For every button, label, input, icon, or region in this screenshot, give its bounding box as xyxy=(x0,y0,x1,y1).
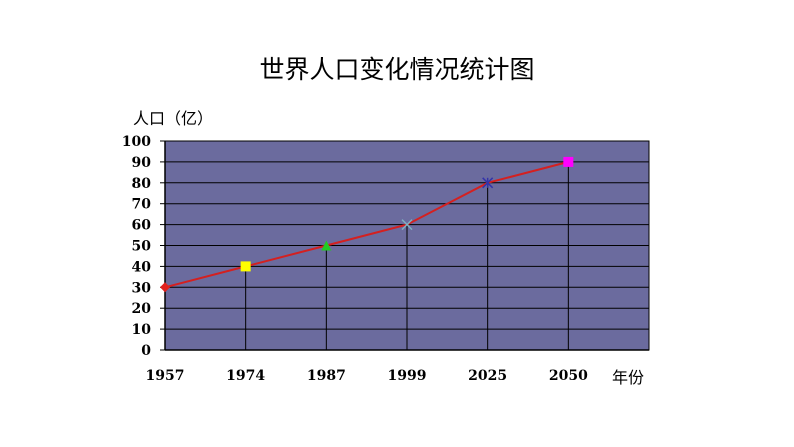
data-point-marker xyxy=(563,156,574,167)
x-tick-label: 2025 xyxy=(468,368,507,384)
data-point-marker xyxy=(401,219,413,231)
y-tick-label: 20 xyxy=(132,301,152,317)
y-axis-label: 人口（亿） xyxy=(133,109,214,128)
chart-title: 世界人口变化情况统计图 xyxy=(259,55,535,84)
x-tick-label: 1957 xyxy=(146,368,185,384)
y-tick-label: 10 xyxy=(132,322,152,338)
y-tick-label: 80 xyxy=(132,176,152,192)
y-tick-label: 100 xyxy=(122,134,151,150)
y-tick-label: 90 xyxy=(132,155,152,171)
y-tick-label: 70 xyxy=(132,197,152,213)
y-tick-label: 50 xyxy=(132,239,152,255)
x-tick-label: 1987 xyxy=(307,368,346,384)
y-tick-label: 0 xyxy=(141,343,151,359)
data-point-marker xyxy=(240,261,251,272)
data-point-marker xyxy=(321,240,332,251)
x-axis-label: 年份 xyxy=(612,368,645,387)
x-tick-label: 1974 xyxy=(226,368,265,384)
series-line xyxy=(164,160,569,289)
y-tick-label: 30 xyxy=(132,280,152,296)
y-tick-label: 40 xyxy=(132,259,152,275)
x-tick-label: 1999 xyxy=(388,368,427,384)
data-point-marker xyxy=(160,282,170,293)
x-tick-label: 2050 xyxy=(549,368,588,384)
y-tick-label: 60 xyxy=(132,218,152,234)
data-point-marker xyxy=(482,177,494,189)
